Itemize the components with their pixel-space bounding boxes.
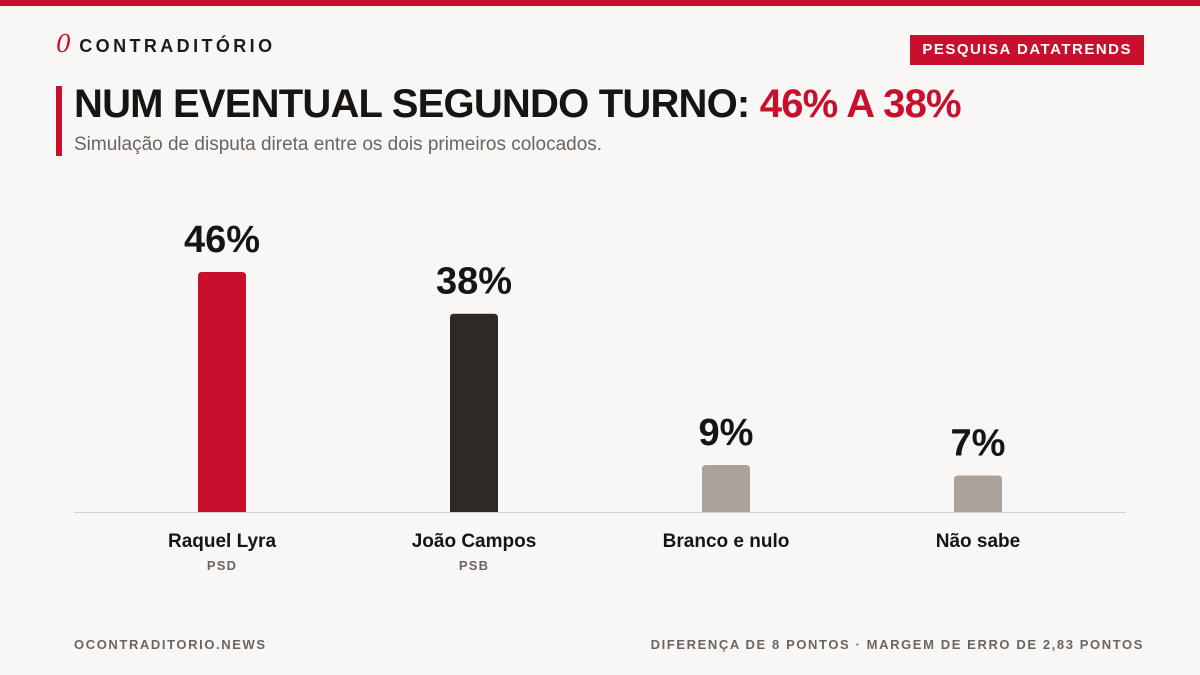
- bar-value-label-2: 9%: [699, 412, 754, 454]
- category-label-2: Branco e nulo: [663, 531, 790, 552]
- bar-3: [954, 475, 1002, 512]
- source-badge: PESQUISA DATATRENDS: [910, 35, 1144, 65]
- brand-logo: 0 CONTRADITÓRIO: [56, 32, 275, 57]
- bar-2: [702, 465, 750, 512]
- brand-mark: 0: [56, 30, 72, 58]
- footer-site-url: OCONTRADITORIO.NEWS: [74, 637, 267, 652]
- category-label-3: Não sabe: [936, 531, 1020, 552]
- bar-value-label-3: 7%: [951, 422, 1006, 464]
- chart-subtitle: Simulação de disputa direta entre os doi…: [74, 134, 603, 155]
- top-accent-rule: [0, 0, 1200, 6]
- title-accent-bar: [56, 86, 62, 156]
- chart-title-main: NUM EVENTUAL SEGUNDO TURNO:: [74, 82, 760, 126]
- bar-value-label-1: 38%: [436, 261, 512, 303]
- party-label-0: PSD: [207, 558, 237, 573]
- chart-title-accent: 46% A 38%: [759, 82, 962, 126]
- category-label-0: Raquel Lyra: [168, 531, 276, 552]
- footer-note: DIFERENÇA DE 8 PONTOS · MARGEM DE ERRO D…: [650, 637, 1144, 652]
- bar-0: [198, 272, 246, 512]
- bar-value-label-0: 46%: [184, 219, 260, 261]
- chart-title: NUM EVENTUAL SEGUNDO TURNO: 46% A 38%: [74, 80, 962, 128]
- bar-1: [450, 313, 498, 512]
- category-label-1: João Campos: [412, 531, 537, 552]
- brand-name: CONTRADITÓRIO: [79, 36, 276, 56]
- party-label-1: PSB: [459, 558, 489, 573]
